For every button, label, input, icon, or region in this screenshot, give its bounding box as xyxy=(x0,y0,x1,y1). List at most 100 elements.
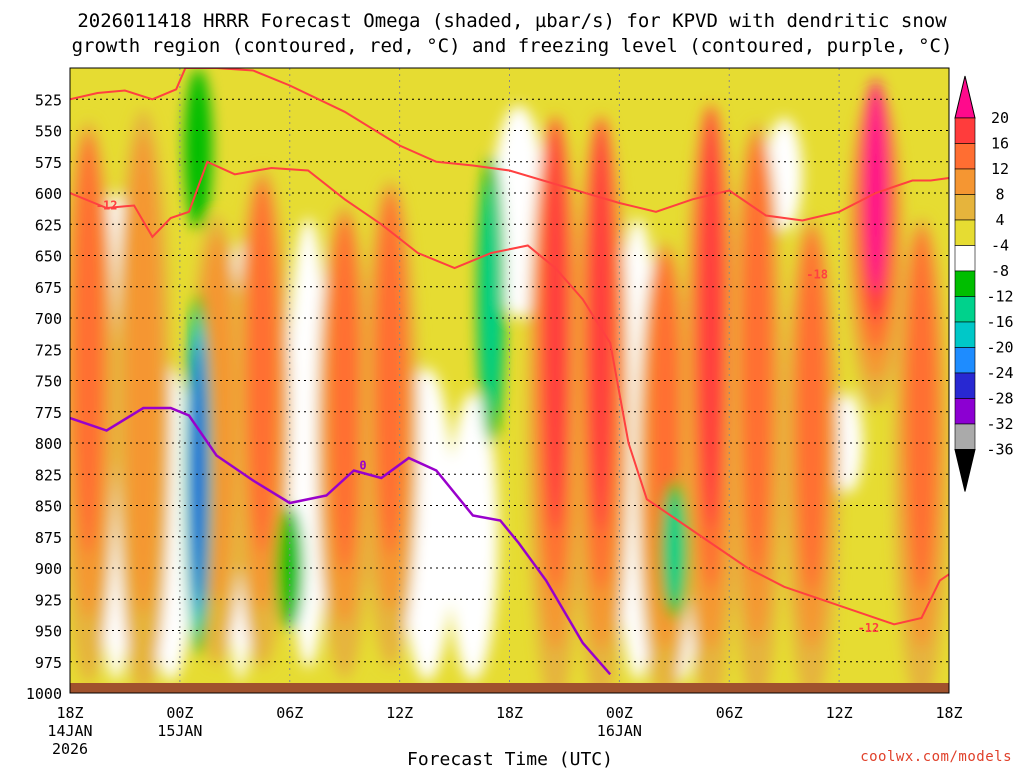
contour-label-1: -18 xyxy=(806,267,828,281)
colorbar-box-4 xyxy=(954,194,976,221)
y-tick-label-875: 875 xyxy=(35,529,62,547)
colorbar-box-11 xyxy=(954,372,976,399)
colorbar-label-7: -12 xyxy=(986,288,1013,306)
contour-label-0: -12 xyxy=(96,199,118,213)
contour-dgz-upper xyxy=(70,68,949,222)
colorbar-box-8 xyxy=(954,296,976,323)
sinking-column-4-level--10 xyxy=(665,492,684,607)
chart-title-line1: 2026011418 HRRR Forecast Omega (shaded, … xyxy=(77,10,947,32)
colorbar-label-8: -16 xyxy=(986,313,1013,331)
sinking-column-3-level--10 xyxy=(482,180,500,418)
rising-column-9-level-14 xyxy=(698,104,723,529)
colorbar-top-arrow xyxy=(954,75,976,119)
omega-shading xyxy=(70,68,949,693)
colorbar-label-6: -8 xyxy=(991,262,1009,280)
colorbar-box-13 xyxy=(954,423,976,450)
credit-text: coolwx.com/models xyxy=(860,749,1012,765)
y-tick-label-600: 600 xyxy=(35,185,62,203)
y-tick-label-525: 525 xyxy=(35,91,62,109)
ground-surface xyxy=(70,683,949,693)
x-axis-title: Forecast Time (UTC) xyxy=(407,749,613,768)
y-axis-ticks: 525 550 575 600 625 650 675 700 725 750 775 800 825 8… xyxy=(26,91,62,703)
colorbar-box-6 xyxy=(954,245,976,272)
rising-column-7-level-14 xyxy=(589,116,614,533)
x-tick-label-48: 18Z xyxy=(935,704,962,722)
contour-labels: -12 -18 -12 0 xyxy=(96,199,879,636)
colorbar-box-7 xyxy=(954,270,976,297)
x-tick-label-6: 00Z xyxy=(166,704,193,722)
colorbar-box-2 xyxy=(954,143,976,170)
x-tick-label-0: 18Z xyxy=(56,704,83,722)
rising-column-13-level-10 xyxy=(907,231,936,594)
x-tick-date-6: 15JAN xyxy=(157,722,202,740)
y-tick-label-650: 650 xyxy=(35,248,62,266)
y-tick-label-825: 825 xyxy=(35,466,62,484)
gridlines xyxy=(70,68,949,693)
colorbar-box-10 xyxy=(954,347,976,374)
colorbar-bottom-arrow xyxy=(954,449,976,492)
colorbar-label-4: 4 xyxy=(995,211,1004,229)
y-tick-label-750: 750 xyxy=(35,373,62,391)
x-tick-label-12: 06Z xyxy=(276,704,303,722)
rising-column-12-level-18 xyxy=(865,78,887,294)
sinking-column-0-level--22 xyxy=(193,347,204,601)
y-tick-label-625: 625 xyxy=(35,216,62,234)
y-tick-label-800: 800 xyxy=(35,435,62,453)
colorbar-label-9: -20 xyxy=(986,339,1013,357)
colorbar-box-9 xyxy=(954,321,976,348)
y-tick-label-925: 925 xyxy=(35,591,62,609)
y-tick-label-700: 700 xyxy=(35,310,62,328)
colorbar-label-11: -28 xyxy=(986,390,1013,408)
y-tick-label-775: 775 xyxy=(35,404,62,422)
x-tick-label-36: 06Z xyxy=(716,704,743,722)
x-tick-label-24: 18Z xyxy=(496,704,523,722)
x-tick-year-0: 2026 xyxy=(52,740,88,758)
y-tick-label-550: 550 xyxy=(35,123,62,141)
colorbar-label-1: 16 xyxy=(991,135,1009,153)
x-tick-date-30: 16JAN xyxy=(597,722,642,740)
y-tick-label-950: 950 xyxy=(35,623,62,641)
colorbar-label-0: 20 xyxy=(991,109,1009,127)
contour-label-2: -12 xyxy=(858,621,880,635)
y-tick-label-675: 675 xyxy=(35,279,62,297)
colorbar-box-1 xyxy=(954,117,976,144)
rising-column-11-level-10 xyxy=(797,231,826,594)
y-tick-label-850: 850 xyxy=(35,498,62,516)
colorbar-box-3 xyxy=(954,168,976,195)
plot-frame xyxy=(69,67,950,694)
x-tick-date-0: 14JAN xyxy=(47,722,92,740)
colorbar: 20 16 12 8 4 -4 -8 -12 -16 -20 -24 -28 -32 -36 xyxy=(954,75,1014,492)
colorbar-label-2: 12 xyxy=(991,160,1009,178)
y-tick-label-1000: 1000 xyxy=(26,685,62,703)
rising-column-6-level-14 xyxy=(543,116,568,533)
x-tick-label-30: 00Z xyxy=(606,704,633,722)
x-tick-label-18: 12Z xyxy=(386,704,413,722)
contours xyxy=(70,68,949,676)
y-tick-label-900: 900 xyxy=(35,560,62,578)
colorbar-label-3: 8 xyxy=(995,186,1004,204)
rising-column-4-level-10 xyxy=(330,217,359,571)
rising-column-3-level-10 xyxy=(247,182,277,554)
contour-dgz-lower xyxy=(70,160,949,626)
x-tick-label-42: 12Z xyxy=(826,704,853,722)
colorbar-label-12: -32 xyxy=(986,415,1013,433)
colorbar-label-5: -4 xyxy=(991,237,1009,255)
y-tick-label-575: 575 xyxy=(35,154,62,172)
y-tick-label-725: 725 xyxy=(35,341,62,359)
colorbar-label-10: -24 xyxy=(986,364,1013,382)
chart-title-line2: growth region (contoured, red, °C) and f… xyxy=(72,35,953,57)
rising-column-0-level-10 xyxy=(74,137,103,556)
colorbar-box-5 xyxy=(954,219,976,246)
sinking-column-1-level--6 xyxy=(184,68,213,231)
contour-freezing-level xyxy=(70,406,612,676)
colorbar-label-13: -36 xyxy=(986,441,1013,459)
colorbar-box-12 xyxy=(954,398,976,425)
rising-column-5-level-10 xyxy=(376,193,405,556)
rising-column-1-level-6 xyxy=(124,133,162,616)
rising-column-10-level-10 xyxy=(742,139,772,576)
calm-region-10 xyxy=(833,393,863,493)
contour-label-3: 0 xyxy=(359,459,366,473)
y-tick-label-975: 975 xyxy=(35,654,62,672)
